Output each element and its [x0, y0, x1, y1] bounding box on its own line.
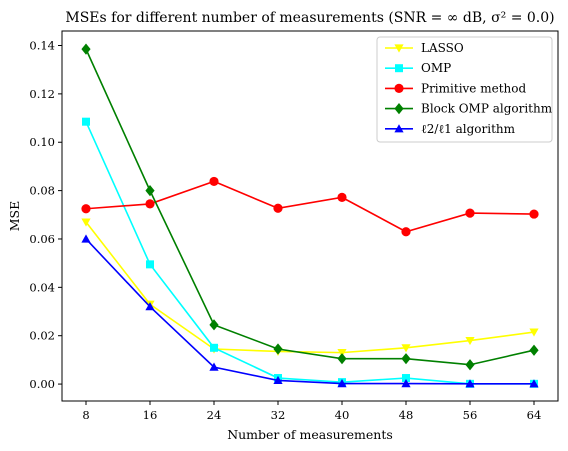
legend-label: ℓ2/ℓ1 algorithm: [421, 122, 516, 136]
x-tick-label: 56: [463, 408, 478, 422]
data-point: [209, 319, 219, 331]
data-point: [81, 218, 91, 227]
data-point: [529, 379, 539, 388]
data-point: [337, 192, 347, 202]
x-tick-label: 8: [82, 408, 89, 422]
data-point: [273, 375, 283, 385]
plot-frame: [61, 30, 559, 402]
data-point: [401, 353, 411, 365]
data-point: [465, 208, 475, 218]
data-point: [337, 378, 347, 388]
series-4: [81, 234, 539, 388]
legend-marker: [394, 83, 404, 93]
chart-title: MSEs for different number of measurement…: [65, 10, 554, 26]
x-axis-label: Number of measurements: [227, 427, 393, 442]
data-point: [81, 43, 91, 55]
x-tick-label: 24: [207, 408, 222, 422]
y-tick-label: 0.08: [29, 184, 55, 198]
series-1: [82, 117, 538, 388]
data-point: [146, 260, 154, 269]
data-point: [401, 227, 411, 237]
data-point: [465, 379, 475, 388]
legend-label: Block OMP algorithm: [421, 102, 553, 116]
x-tick-label: 48: [399, 408, 414, 422]
legend-label: Primitive method: [421, 81, 526, 95]
y-tick-label: 0.14: [29, 39, 55, 53]
series-layer: [81, 43, 539, 388]
data-point: [465, 336, 475, 346]
legend-label: OMP: [421, 61, 451, 75]
data-point: [209, 362, 219, 371]
data-point: [529, 328, 539, 337]
data-point: [401, 344, 411, 353]
data-point: [145, 185, 155, 197]
legend-label: LASSO: [421, 41, 464, 55]
data-point: [401, 378, 411, 388]
series-line: [85, 48, 535, 366]
series-line: [85, 221, 535, 354]
y-axis: 0.00 0.02 0.04 0.06 0.08 0.10 0.12 0.14: [29, 39, 62, 391]
y-tick-label: 0.00: [29, 377, 55, 391]
series-line: [85, 180, 535, 233]
data-point: [273, 343, 283, 355]
y-tick-label: 0.10: [29, 135, 55, 149]
series-0: [81, 218, 539, 358]
series-2: [81, 176, 539, 237]
x-tick-label: 40: [335, 408, 350, 422]
data-point: [273, 203, 283, 213]
x-tick-label: 32: [271, 408, 286, 422]
legend-marker: [394, 124, 404, 133]
data-point: [82, 117, 90, 126]
legend-marker: [394, 103, 404, 115]
x-tick-label: 64: [527, 408, 542, 422]
data-point: [210, 343, 218, 352]
series-line: [85, 238, 534, 385]
data-point: [145, 302, 155, 311]
data-point: [337, 353, 347, 365]
y-tick-label: 0.12: [29, 87, 55, 101]
y-tick-label: 0.06: [29, 232, 55, 246]
y-tick-label: 0.02: [29, 329, 55, 343]
data-point: [402, 374, 410, 383]
legend: LASSO OMP Primitive method Block OMP algori…: [376, 36, 553, 143]
data-point: [465, 359, 475, 371]
series-line: [85, 121, 534, 385]
y-tick-label: 0.04: [29, 280, 55, 294]
y-axis-label: MSE: [7, 201, 22, 232]
data-point: [145, 199, 155, 209]
data-point: [209, 176, 219, 187]
data-point: [529, 209, 539, 219]
x-axis: 8 16 24 32 40 48 56 64: [82, 401, 541, 422]
series-3: [81, 43, 539, 371]
data-point: [81, 204, 91, 214]
legend-box: [376, 36, 553, 143]
data-point: [81, 234, 91, 243]
legend-marker: [395, 64, 403, 73]
legend-marker: [394, 44, 404, 53]
data-point: [529, 344, 539, 356]
x-tick-label: 16: [143, 408, 158, 422]
